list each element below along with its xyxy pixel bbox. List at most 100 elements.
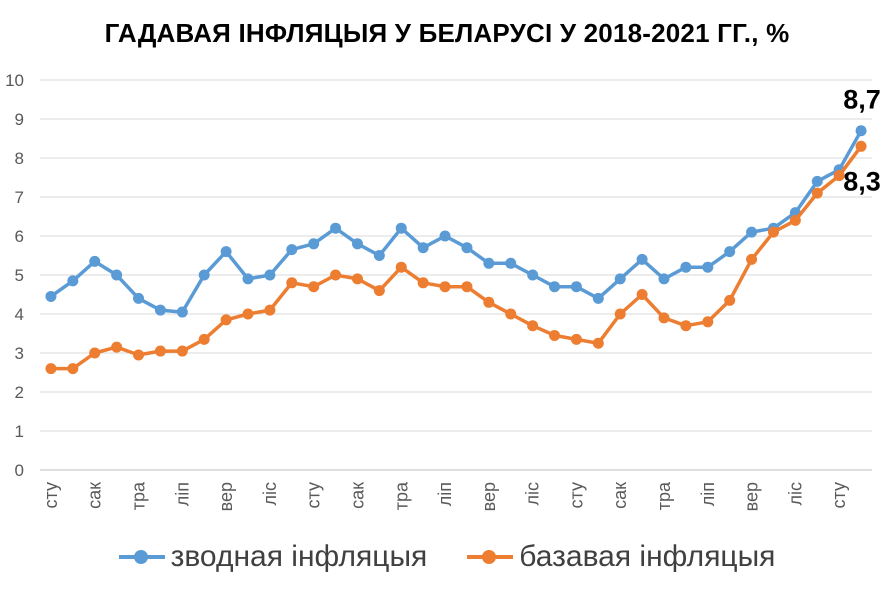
data-point[interactable]	[483, 257, 495, 269]
data-point[interactable]	[680, 320, 692, 332]
data-point[interactable]	[483, 296, 495, 308]
x-tick-label: сту	[304, 482, 324, 508]
data-point[interactable]	[789, 214, 801, 226]
data-point[interactable]	[505, 257, 517, 269]
data-point[interactable]	[395, 261, 407, 273]
data-point[interactable]	[724, 246, 736, 258]
data-point[interactable]	[636, 289, 648, 300]
x-tick-label: ліп	[698, 482, 718, 506]
data-point[interactable]	[373, 250, 385, 261]
data-point[interactable]	[111, 269, 123, 281]
data-point[interactable]	[855, 140, 867, 152]
data-point[interactable]	[373, 285, 385, 297]
data-point[interactable]	[570, 333, 582, 345]
data-point[interactable]	[154, 304, 166, 316]
data-point[interactable]	[286, 277, 298, 289]
data-point[interactable]	[417, 277, 429, 289]
data-point[interactable]	[154, 345, 166, 357]
legend-label-series-1: базавая інфляцыя	[519, 540, 776, 573]
data-point[interactable]	[702, 261, 714, 273]
x-tick-label: сак	[85, 482, 105, 509]
x-tick-label: вер	[216, 482, 236, 511]
data-point[interactable]	[220, 314, 232, 326]
y-tick-label: 7	[15, 188, 24, 207]
data-point[interactable]	[308, 238, 320, 250]
data-point[interactable]	[614, 273, 626, 285]
data-point[interactable]	[461, 281, 473, 293]
data-point[interactable]	[133, 292, 145, 304]
data-point[interactable]	[461, 242, 473, 254]
data-point[interactable]	[220, 246, 232, 258]
data-point[interactable]	[330, 222, 342, 234]
data-point[interactable]	[592, 337, 604, 349]
data-point[interactable]	[724, 294, 736, 306]
x-tick-label: сту	[41, 482, 61, 508]
x-tick-label: ліп	[435, 482, 455, 506]
data-point[interactable]	[439, 230, 451, 242]
x-tick-label: ліс	[523, 482, 543, 506]
data-label-series-1: 8,3	[843, 166, 881, 196]
data-point[interactable]	[527, 320, 539, 332]
data-point[interactable]	[417, 242, 429, 254]
x-tick-label: сак	[610, 482, 630, 509]
data-point[interactable]	[614, 308, 626, 320]
data-label-series-0: 8,7	[843, 85, 881, 115]
x-tick-label: ліс	[260, 482, 280, 506]
data-point[interactable]	[702, 316, 714, 328]
data-point[interactable]	[351, 238, 363, 250]
data-point[interactable]	[395, 222, 407, 234]
data-point[interactable]	[198, 333, 210, 345]
gridlines	[40, 79, 872, 432]
y-tick-label: 9	[15, 110, 24, 129]
legend-item-series-0[interactable]: зводная інфляцыя	[118, 540, 427, 574]
data-point[interactable]	[680, 261, 692, 273]
series-line-1	[49, 144, 863, 371]
x-tick-label: сту	[566, 482, 586, 508]
data-point[interactable]	[286, 244, 298, 256]
data-point[interactable]	[198, 269, 210, 281]
y-tick-label: 1	[15, 422, 24, 441]
data-point[interactable]	[242, 308, 254, 320]
data-point[interactable]	[67, 363, 79, 375]
y-tick-label: 0	[15, 461, 24, 480]
data-point[interactable]	[549, 329, 561, 341]
x-tick-label: тра	[654, 481, 674, 510]
data-point[interactable]	[811, 175, 823, 187]
data-point[interactable]	[636, 253, 648, 265]
data-point[interactable]	[570, 281, 582, 293]
data-point[interactable]	[658, 312, 670, 324]
data-point[interactable]	[111, 341, 123, 353]
data-point[interactable]	[855, 125, 867, 137]
data-point[interactable]	[746, 226, 758, 238]
data-point[interactable]	[811, 187, 823, 199]
data-point[interactable]	[242, 273, 254, 285]
data-point[interactable]	[527, 269, 539, 281]
data-point[interactable]	[592, 292, 604, 304]
data-point[interactable]	[176, 306, 188, 318]
data-point[interactable]	[264, 269, 276, 281]
data-point[interactable]	[176, 345, 188, 357]
data-point[interactable]	[89, 255, 101, 267]
data-point[interactable]	[89, 347, 101, 359]
data-point[interactable]	[67, 275, 79, 287]
data-point[interactable]	[746, 253, 758, 265]
y-tick-label: 10	[5, 71, 24, 90]
data-point[interactable]	[133, 349, 145, 361]
data-point[interactable]	[308, 281, 320, 293]
labels: 8,7 8,3	[843, 85, 881, 197]
data-point[interactable]	[439, 281, 451, 293]
x-tick-label: вер	[479, 482, 499, 511]
data-point[interactable]	[549, 281, 561, 293]
data-point[interactable]	[45, 363, 57, 375]
data-point[interactable]	[45, 290, 57, 302]
legend-swatch-series-0	[118, 547, 165, 567]
data-point[interactable]	[351, 273, 363, 285]
x-tick-label: тра	[391, 481, 411, 510]
legend-item-series-1[interactable]: базавая інфляцыя	[467, 540, 775, 574]
data-point[interactable]	[833, 170, 845, 182]
data-point[interactable]	[658, 273, 670, 285]
data-point[interactable]	[767, 226, 779, 238]
data-point[interactable]	[330, 269, 342, 281]
data-point[interactable]	[264, 304, 276, 316]
data-point[interactable]	[505, 308, 517, 320]
